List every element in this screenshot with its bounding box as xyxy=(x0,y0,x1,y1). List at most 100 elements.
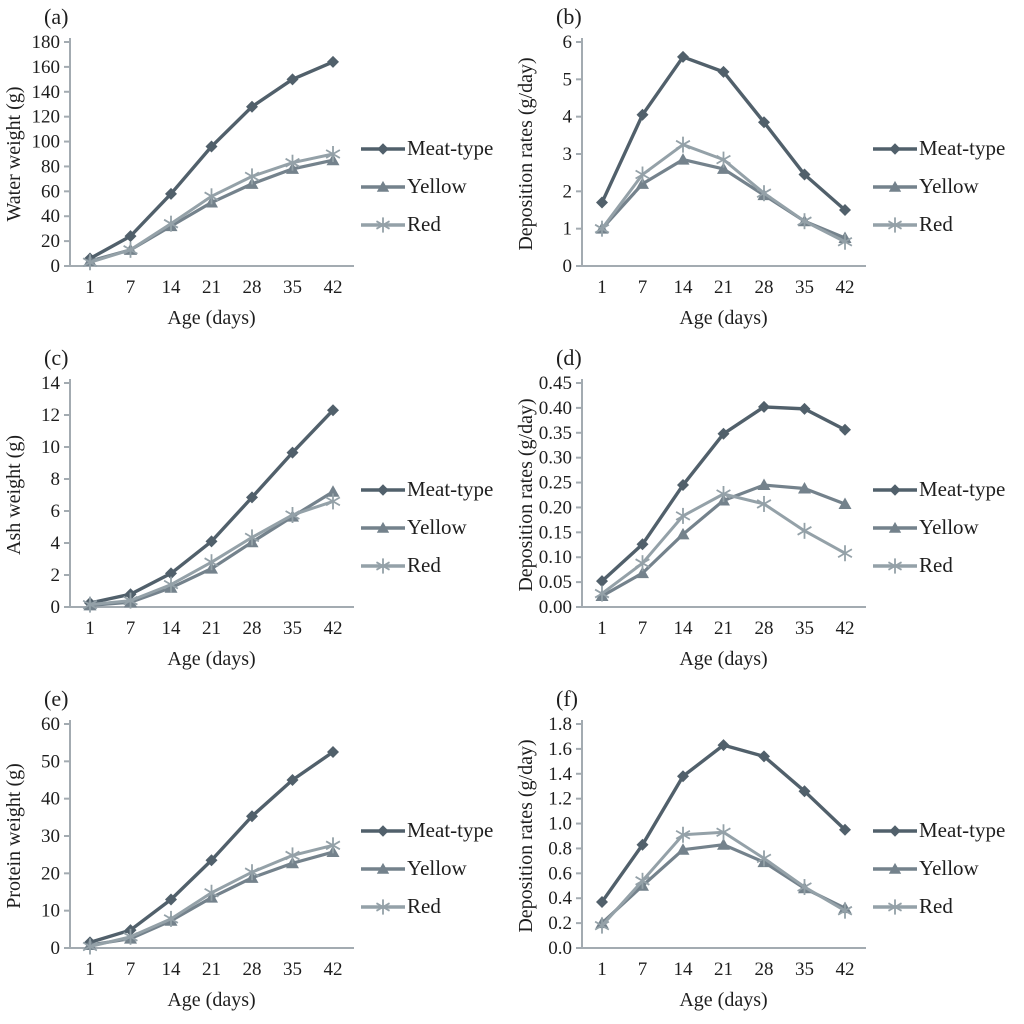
x-axis-title: Age (days) xyxy=(167,648,255,670)
asterisk-marker-icon xyxy=(887,557,903,574)
diamond-marker-icon xyxy=(636,538,649,551)
chart-panel-a: (a) 0 20 40 60 80 100 120 140 160 180 Water weight… xyxy=(0,0,512,341)
y-tick-label: 8 xyxy=(51,469,61,490)
y-tick-label: 0 xyxy=(51,938,61,959)
diamond-marker-icon xyxy=(327,55,339,68)
series-line-yellow xyxy=(88,158,335,263)
asterisk-marker-icon xyxy=(716,486,731,503)
x-tick-label: 21 xyxy=(202,277,221,298)
y-axis-title: Ash weight (g) xyxy=(3,435,25,555)
x-tick-label: 1 xyxy=(85,959,95,980)
legend-item-meat-type: Meat-type xyxy=(360,818,493,843)
triangle-marker-icon xyxy=(636,177,649,189)
y-tick-label: 100 xyxy=(32,132,61,153)
diamond-marker-icon xyxy=(377,483,389,496)
asterisk-marker-icon xyxy=(285,847,300,864)
asterisk-marker-icon xyxy=(887,216,903,233)
x-axis-title: Age (days) xyxy=(679,989,767,1011)
legend-item-yellow: Yellow xyxy=(872,856,1005,881)
legend-item-meat-type: Meat-type xyxy=(360,136,493,161)
asterisk-marker-icon xyxy=(123,928,138,945)
x-tick-label: 21 xyxy=(714,618,733,639)
legend-label: Meat-type xyxy=(919,818,1006,842)
legend-f: Meat-type Yellow Red xyxy=(872,818,1005,932)
legend-item-yellow: Yellow xyxy=(360,515,493,540)
series-line-yellow xyxy=(88,490,335,607)
y-tick-label: 12 xyxy=(41,405,60,426)
diamond-marker-icon xyxy=(205,535,218,548)
asterisk-marker-icon xyxy=(594,220,610,237)
diamond-marker-icon xyxy=(165,567,177,580)
legend-label: Meat-type xyxy=(407,818,494,842)
legend-label: Meat-type xyxy=(407,136,494,160)
panel-label-b: (b) xyxy=(556,4,582,29)
triangle-marker-icon xyxy=(376,521,390,533)
triangle-marker-icon xyxy=(757,478,771,491)
y-axis-title: Deposition rates (g/day) xyxy=(515,739,537,932)
legend-key-icon xyxy=(361,824,405,837)
legend-key-icon xyxy=(361,862,405,874)
asterisk-marker-icon xyxy=(375,898,391,915)
x-tick-label: 42 xyxy=(836,618,855,639)
asterisk-marker-icon xyxy=(594,585,610,602)
series-line-meat-type xyxy=(88,408,335,605)
legend-item-yellow: Yellow xyxy=(360,856,493,881)
x-tick-label: 14 xyxy=(674,618,694,639)
diamond-marker-icon xyxy=(889,483,901,496)
y-tick-label: 0.2 xyxy=(548,913,572,934)
diamond-marker-icon xyxy=(246,491,258,504)
x-tick-label: 28 xyxy=(755,959,774,980)
panel-label-f: (f) xyxy=(556,686,578,711)
legend-item-red: Red xyxy=(872,212,1005,237)
y-tick-label: 0.25 xyxy=(539,473,572,494)
line-chart-b: 0 1 2 3 4 5 6 Deposition rates (g/day) 1 7 14 21 28 3… xyxy=(515,32,866,329)
chart-panel-f: (f) 0.0 0.2 0.4 0.6 0.8 1.0 1.2 1.4 1.6 1.8 Deposi… xyxy=(512,682,1024,1024)
x-tick-label: 35 xyxy=(283,277,302,298)
legend-key-icon xyxy=(361,521,405,533)
y-tick-label: 0.30 xyxy=(539,448,572,469)
line-chart-d: 0.00 0.05 0.10 0.15 0.20 0.25 0.30 0.35 0.40 0.45… xyxy=(515,373,866,670)
y-tick-label: 2 xyxy=(563,181,573,202)
diamond-marker-icon xyxy=(758,400,770,413)
y-tick-label: 4 xyxy=(51,533,61,554)
asterisk-marker-icon xyxy=(797,879,812,896)
y-tick-label: 0.45 xyxy=(539,373,572,394)
diamond-marker-icon xyxy=(596,196,608,209)
legend-item-yellow: Yellow xyxy=(872,515,1005,540)
panel-label-a: (a) xyxy=(44,4,69,29)
asterisk-marker-icon xyxy=(375,216,391,233)
panel-label-d: (d) xyxy=(556,345,582,370)
triangle-marker-icon xyxy=(376,180,390,192)
y-tick-label: 160 xyxy=(32,57,61,78)
legend-label: Red xyxy=(919,894,953,918)
legend-label: Yellow xyxy=(407,515,467,539)
panel-label-e: (e) xyxy=(44,686,69,711)
asterisk-marker-icon xyxy=(756,495,772,512)
asterisk-marker-icon xyxy=(756,185,772,202)
x-tick-label: 28 xyxy=(755,618,774,639)
legend-label: Red xyxy=(919,553,953,577)
triangle-marker-icon xyxy=(717,838,730,850)
asterisk-marker-icon xyxy=(82,938,98,955)
y-tick-label: 0 xyxy=(51,597,61,618)
asterisk-marker-icon xyxy=(635,555,650,572)
triangle-marker-icon xyxy=(676,153,690,165)
y-tick-label: 80 xyxy=(41,156,60,177)
y-tick-label: 0.15 xyxy=(539,522,572,543)
x-tick-label: 7 xyxy=(126,959,136,980)
y-tick-label: 0.05 xyxy=(539,572,572,593)
asterisk-marker-icon xyxy=(594,917,610,934)
x-tick-label: 7 xyxy=(126,618,136,639)
asterisk-marker-icon xyxy=(82,596,98,613)
legend-item-meat-type: Meat-type xyxy=(872,818,1005,843)
y-tick-label: 0.8 xyxy=(548,838,572,859)
y-tick-label: 2 xyxy=(51,565,61,586)
asterisk-marker-icon xyxy=(375,557,391,574)
x-tick-label: 14 xyxy=(674,277,694,298)
x-tick-label: 28 xyxy=(243,618,262,639)
diamond-marker-icon xyxy=(636,838,649,851)
diamond-marker-icon xyxy=(717,65,730,78)
diamond-marker-icon xyxy=(124,230,137,243)
asterisk-marker-icon xyxy=(204,188,219,205)
legend-key-icon xyxy=(873,898,917,915)
